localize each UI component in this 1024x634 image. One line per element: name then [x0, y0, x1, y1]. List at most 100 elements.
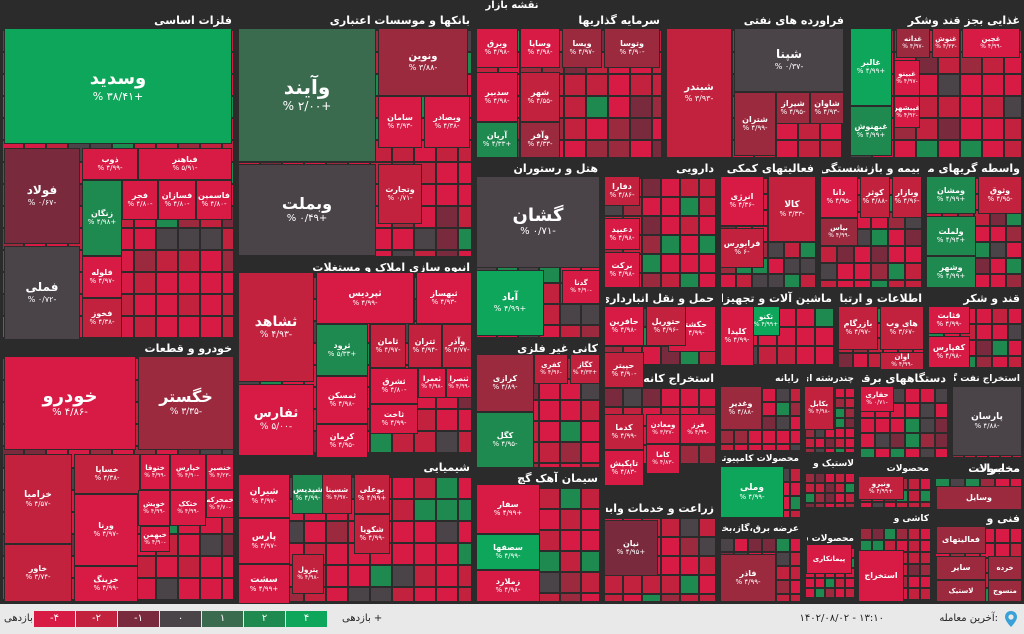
stock-cell-unlabeled[interactable] [630, 96, 652, 118]
stock-cell-unlabeled[interactable] [1008, 308, 1022, 324]
stock-tile[interactable]: وبملت +۰/۴۹ % [238, 164, 376, 256]
stock-cell-unlabeled[interactable] [608, 118, 630, 140]
stock-cell-unlabeled[interactable] [581, 442, 600, 463]
stock-tile[interactable]: خویش -۴/۹۹ % [138, 490, 170, 526]
stock-cell-unlabeled[interactable] [178, 316, 200, 338]
stock-tile[interactable]: خرینگ -۴/۹۹ % [74, 566, 138, 602]
stock-cell-unlabeled[interactable] [414, 477, 436, 499]
stock-cell-unlabeled[interactable] [908, 540, 920, 552]
stock-tile[interactable]: دعبید -۴/۹۸ % [604, 218, 640, 250]
stock-cell-unlabeled[interactable] [436, 587, 458, 602]
stock-cell-unlabeled[interactable] [720, 430, 734, 444]
stock-cell-unlabeled[interactable] [990, 242, 1006, 258]
stock-cell-unlabeled[interactable] [776, 538, 790, 552]
stock-cell-unlabeled[interactable] [539, 572, 560, 593]
stock-cell-unlabeled[interactable] [436, 228, 458, 250]
stock-cell-unlabeled[interactable] [815, 588, 825, 598]
stock-cell-unlabeled[interactable] [414, 565, 436, 587]
stock-cell-unlabeled[interactable] [805, 578, 815, 588]
stock-cell-unlabeled[interactable] [845, 418, 855, 428]
stock-cell-unlabeled[interactable] [768, 274, 784, 288]
stock-cell-unlabeled[interactable] [790, 580, 801, 594]
stock-tile[interactable]: سشت +۴/۹۹ % [238, 564, 290, 604]
stock-cell-unlabeled[interactable] [699, 556, 716, 575]
stock-cell-unlabeled[interactable] [976, 324, 992, 340]
stock-tile[interactable]: بکابل -۴/۹۸ % [804, 386, 834, 430]
stock-cell-unlabeled[interactable] [414, 521, 436, 543]
stock-cell-unlabeled[interactable] [652, 140, 662, 158]
stock-cell-unlabeled[interactable] [608, 140, 630, 158]
stock-cell-unlabeled[interactable] [414, 499, 436, 521]
stock-cell-unlabeled[interactable] [699, 594, 716, 602]
stock-cell-unlabeled[interactable] [762, 402, 776, 416]
stock-cell-unlabeled[interactable] [875, 433, 890, 448]
stock-tile[interactable]: سفار +۴/۹۹ % [476, 484, 540, 534]
stock-tile[interactable]: ثعمرا -۴/۹۸ % [418, 368, 446, 398]
stock-tile[interactable]: دفارا -۴/۸۶ % [604, 176, 640, 206]
stock-tile[interactable]: فخوز -۴/۳۸ % [82, 298, 122, 338]
stock-cell-unlabeled[interactable] [642, 594, 661, 602]
stock-tile[interactable]: فملی -۰/۷۲ % [4, 246, 80, 340]
stock-cell-unlabeled[interactable] [436, 521, 458, 543]
stock-cell-unlabeled[interactable] [784, 242, 800, 258]
stock-cell-unlabeled[interactable] [392, 477, 414, 499]
stock-tile[interactable]: خودرو -۴/۸۶ % [4, 356, 136, 450]
stock-cell-unlabeled[interactable] [680, 445, 699, 464]
stock-cell-unlabeled[interactable] [798, 140, 820, 158]
stock-tile[interactable]: بوعلی +۴/۹۹ % [354, 474, 390, 514]
stock-cell-unlabeled[interactable] [905, 280, 922, 288]
stock-cell-unlabeled[interactable] [134, 294, 156, 316]
stock-cell-unlabeled[interactable] [837, 263, 854, 280]
stock-cell-unlabeled[interactable] [853, 353, 868, 368]
stock-tile[interactable]: خساپا -۴/۳۸ % [74, 454, 140, 494]
stock-cell-unlabeled[interactable] [642, 346, 661, 365]
stock-tile[interactable]: حپیتر -۴/۹۰ % [604, 352, 644, 388]
stock-tile[interactable]: ثبهساز -۴/۹۳ % [416, 272, 472, 324]
stock-cell-unlabeled[interactable] [661, 197, 680, 216]
stock-tile[interactable]: شیراز -۴/۹۵ % [776, 92, 810, 124]
stock-cell-unlabeled[interactable] [370, 587, 392, 602]
stock-cell-unlabeled[interactable] [835, 493, 845, 503]
stock-cell-unlabeled[interactable] [680, 537, 699, 556]
stock-cell-unlabeled[interactable] [680, 254, 699, 273]
stock-cell-unlabeled[interactable] [820, 280, 837, 288]
stock-cell-unlabeled[interactable] [790, 416, 801, 430]
stock-tile[interactable]: ثشاهد -۴/۹۳ % [238, 272, 314, 382]
stock-cell-unlabeled[interactable] [458, 477, 472, 499]
stock-cell-unlabeled[interactable] [560, 421, 581, 442]
stock-tile[interactable]: گشان -۰/۷۱ % [476, 176, 600, 268]
stock-cell-unlabeled[interactable] [586, 74, 608, 96]
stock-tile[interactable]: تاپکیش -۴/۸۳ % [604, 450, 644, 486]
stock-cell-unlabeled[interactable] [604, 575, 623, 594]
stock-cell-unlabeled[interactable] [414, 543, 436, 565]
stock-tile[interactable]: فلوله -۴/۹۷ % [82, 256, 122, 298]
stock-cell-unlabeled[interactable] [699, 178, 716, 197]
stock-cell-unlabeled[interactable] [845, 503, 855, 508]
stock-cell-unlabeled[interactable] [604, 594, 623, 602]
stock-cell-unlabeled[interactable] [748, 430, 762, 444]
stock-cell-unlabeled[interactable] [200, 534, 222, 556]
stock-cell-unlabeled[interactable] [200, 250, 222, 272]
stock-cell-unlabeled[interactable] [888, 246, 905, 263]
stock-cell-unlabeled[interactable] [938, 118, 960, 140]
stock-tile[interactable]: حتوریل -۴/۹۶ % [646, 306, 686, 346]
stock-cell-unlabeled[interactable] [564, 140, 586, 158]
stock-tile[interactable]: خزامیا -۴/۵۷ % [4, 454, 72, 544]
stock-cell-unlabeled[interactable] [392, 499, 414, 521]
stock-tile[interactable]: ونیرو +۴/۹۹ % [858, 476, 904, 500]
stock-cell-unlabeled[interactable] [458, 184, 472, 206]
stock-tile[interactable]: غنوش -۴/۳۳ % [932, 28, 960, 58]
stock-cell-unlabeled[interactable] [974, 274, 990, 288]
stock-cell-unlabeled[interactable] [805, 473, 815, 483]
stock-cell-unlabeled[interactable] [976, 308, 992, 324]
stock-cell-unlabeled[interactable] [581, 572, 600, 593]
stock-cell-unlabeled[interactable] [790, 482, 801, 496]
stock-tile[interactable]: فاذر -۴/۹۹ % [720, 554, 776, 602]
stock-cell-unlabeled[interactable] [871, 263, 888, 280]
stock-tile[interactable]: دانا -۴/۹۵ % [820, 176, 858, 218]
stock-cell-unlabeled[interactable] [815, 483, 825, 493]
stock-cell-unlabeled[interactable] [820, 140, 842, 158]
stock-cell-unlabeled[interactable] [884, 528, 896, 540]
stock-cell-unlabeled[interactable] [884, 502, 896, 508]
stock-cell-unlabeled[interactable] [581, 530, 600, 551]
